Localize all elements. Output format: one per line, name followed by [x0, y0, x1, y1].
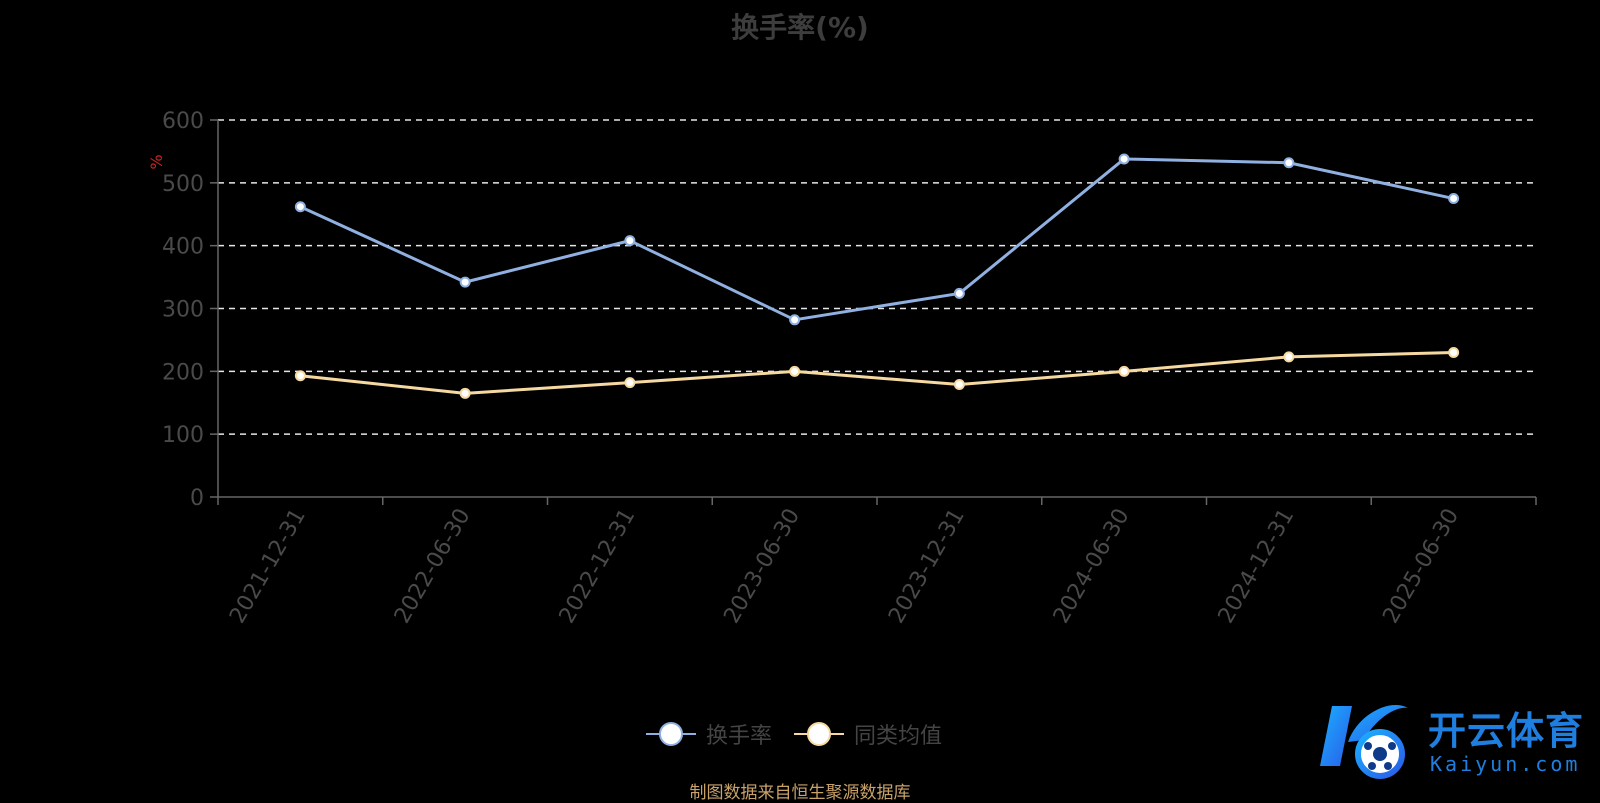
x-tick-label: 2024-06-30 [1049, 505, 1135, 628]
chart-legend: 换手率 同类均值 [646, 718, 964, 750]
data-point-peer-average [1283, 351, 1295, 363]
data-point-turnover [1118, 153, 1130, 165]
chart-title: 换手率(%) [731, 11, 869, 44]
data-source-note: 制图数据来自恒生聚源数据库 [689, 783, 911, 803]
data-point-peer-average [789, 365, 801, 377]
data-point-turnover [1283, 157, 1295, 169]
watermark-brand-cn: 开云体育 [1428, 709, 1585, 753]
data-point-turnover [624, 235, 636, 247]
y-axis-unit-label: % [147, 154, 166, 169]
y-tick-label: 400 [162, 235, 204, 260]
x-tick-label: 2022-12-31 [555, 505, 641, 628]
data-point-peer-average [294, 370, 306, 382]
y-tick-label: 500 [162, 172, 204, 197]
x-tick-label: 2021-12-31 [225, 505, 311, 628]
data-point-peer-average [624, 377, 636, 389]
legend-item-peer-average[interactable]: 同类均值 [794, 718, 942, 750]
series-line-turnover [299, 157, 1454, 322]
data-point-peer-average [459, 387, 471, 399]
y-tick-label: 600 [162, 109, 204, 134]
data-point-turnover [953, 287, 965, 299]
series-line-peer-average [300, 350, 1454, 395]
data-point-peer-average [953, 379, 965, 391]
legend-swatch-peer-average [794, 721, 845, 747]
x-tick-label: 2023-06-30 [719, 505, 805, 628]
y-tick-label: 300 [162, 298, 204, 323]
kaiyun-logo-icon [1320, 705, 1408, 779]
x-tick-label: 2022-06-30 [390, 505, 476, 628]
data-point-peer-average [1118, 365, 1130, 377]
y-tick-label: 200 [162, 360, 204, 385]
legend-label-peer-average: 同类均值 [854, 724, 943, 749]
x-tick-label: 2025-06-30 [1378, 505, 1464, 628]
x-tick-label: 2024-12-31 [1214, 505, 1300, 628]
x-tick-label: 2023-12-31 [884, 505, 970, 628]
data-point-turnover [459, 276, 471, 288]
kaiyun-watermark-logo: 开云体育 Kaiyun.com [1312, 696, 1600, 786]
legend-item-turnover[interactable]: 换手率 [646, 718, 772, 750]
data-point-turnover [1448, 193, 1460, 205]
data-point-peer-average [1448, 346, 1460, 358]
y-tick-label: 0 [190, 486, 204, 511]
data-point-turnover [294, 201, 306, 213]
legend-label-turnover: 换手率 [706, 724, 773, 749]
data-point-turnover [789, 314, 801, 326]
y-tick-label: 100 [162, 423, 204, 448]
watermark-brand-en: Kaiyun.com [1430, 752, 1581, 776]
legend-swatch-turnover [646, 721, 696, 747]
